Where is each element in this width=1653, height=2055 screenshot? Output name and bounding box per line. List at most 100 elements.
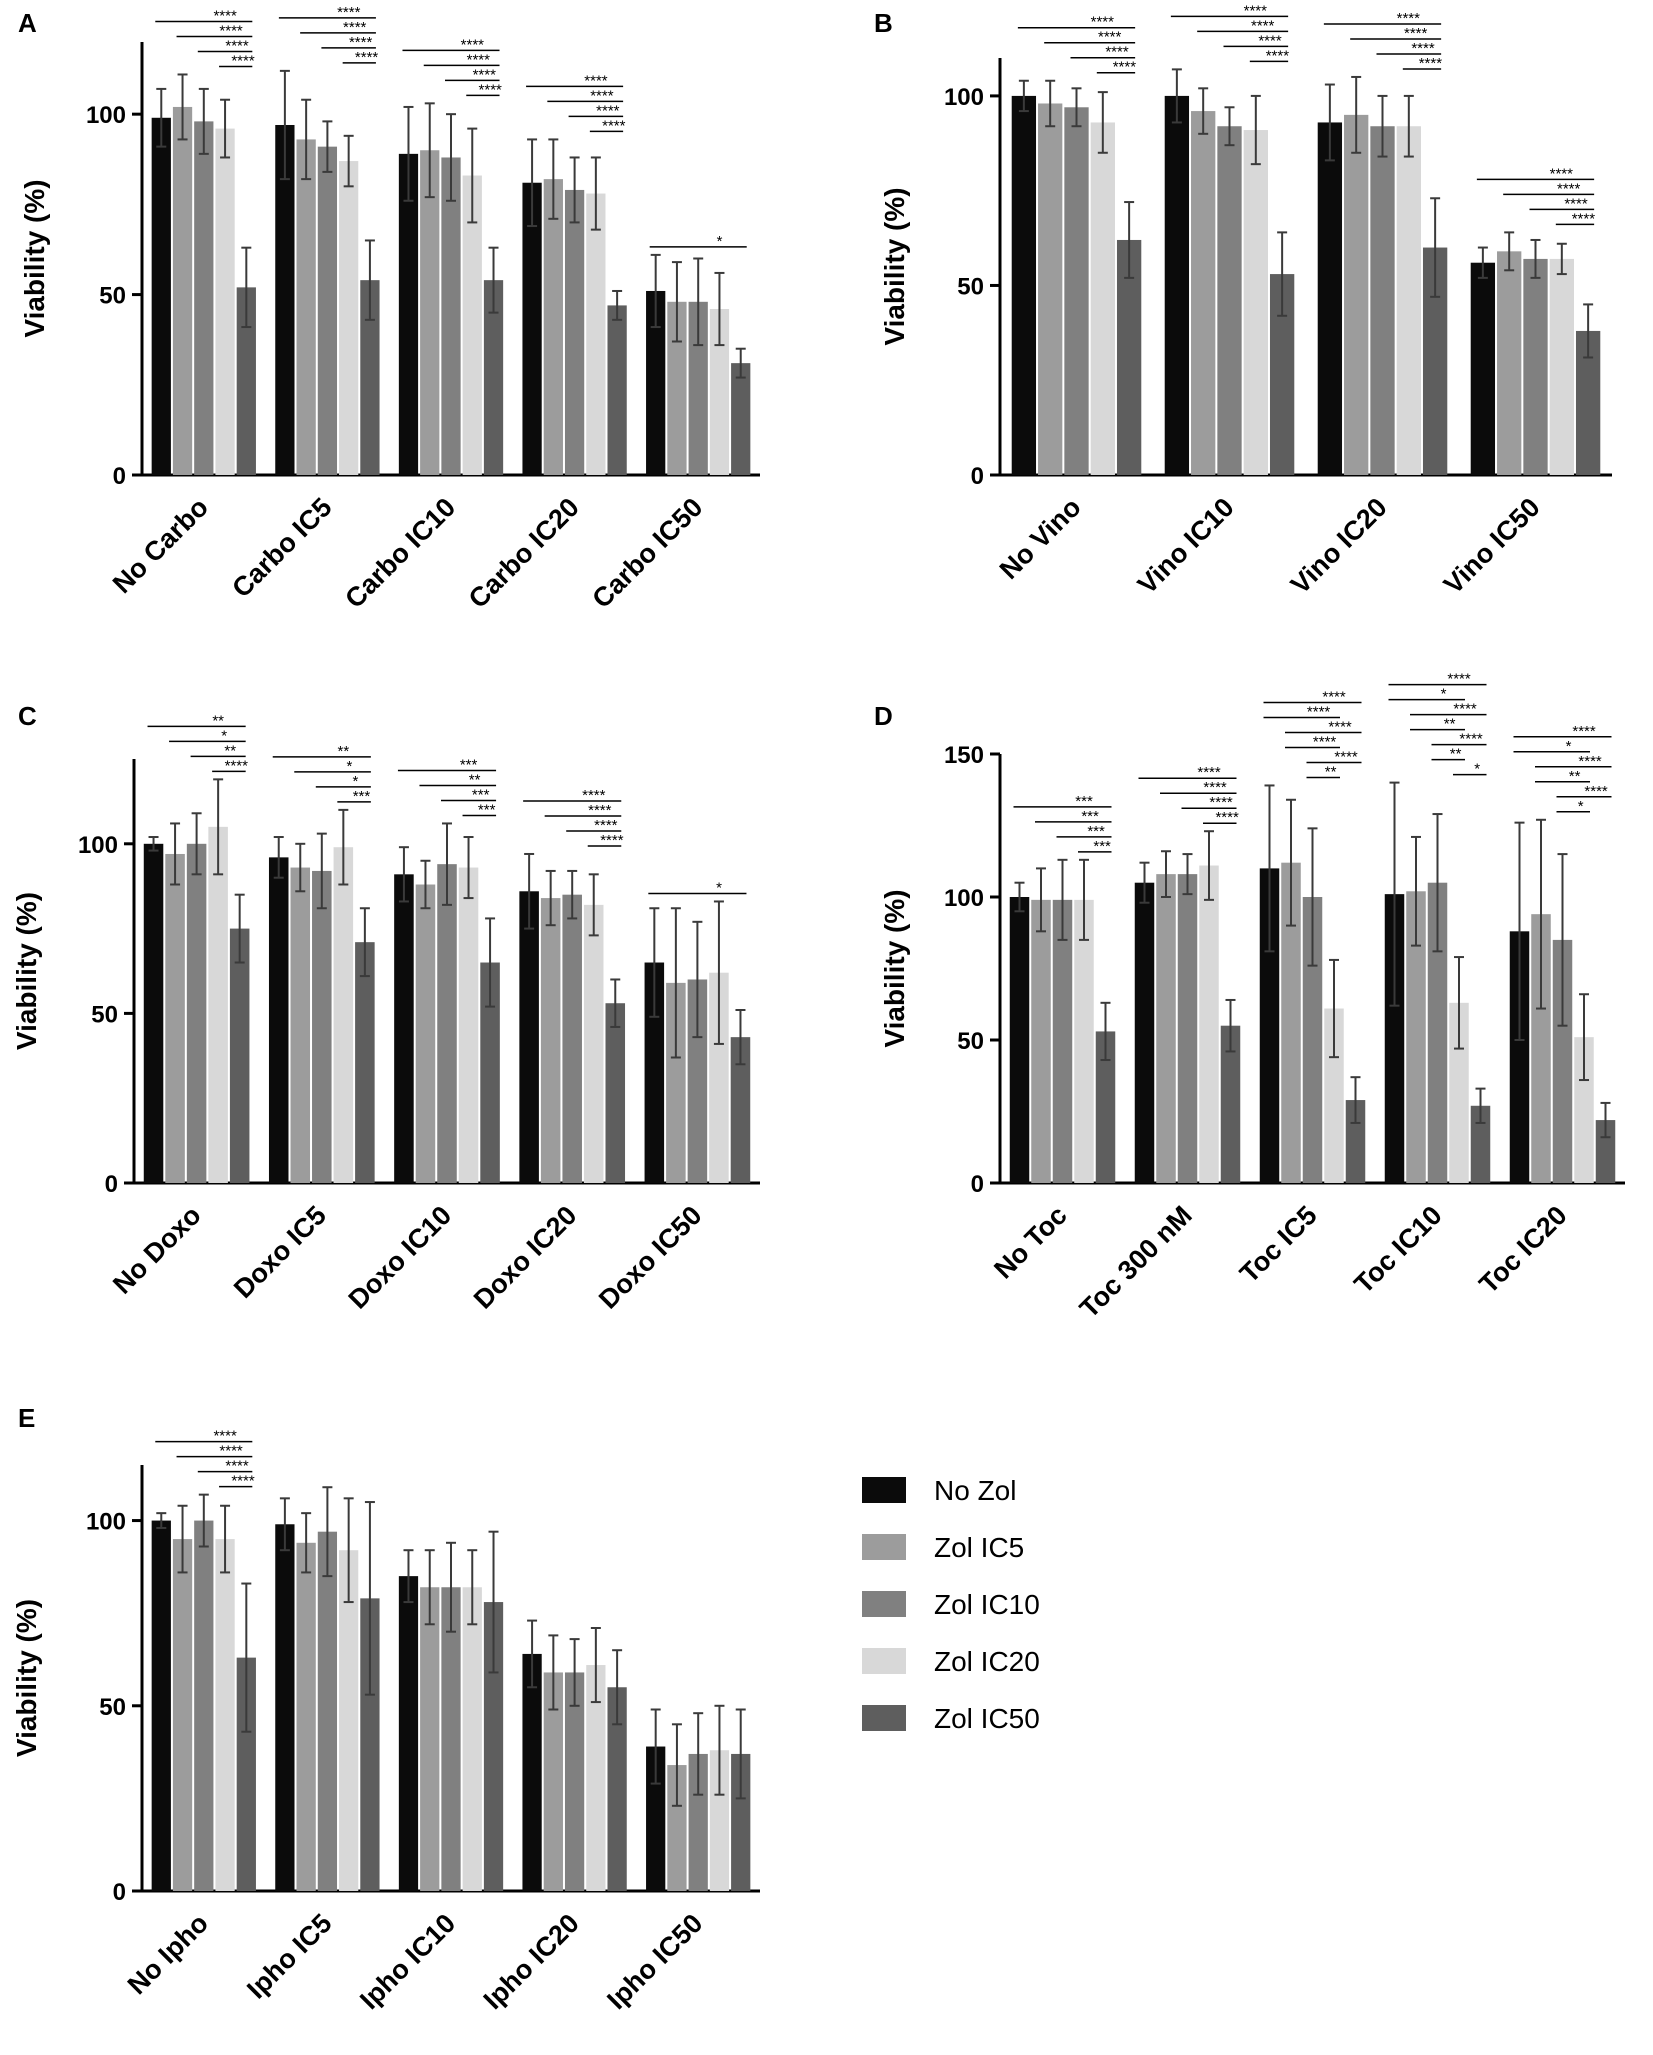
bar-no-zol [519,891,539,1183]
bar-zol-ic10 [564,1672,585,1891]
bar-zol-ic10 [1052,899,1073,1183]
y-tick-label: 50 [99,283,126,310]
bar-zol-ic20 [1243,130,1268,475]
bar-zol-ic50 [1116,239,1142,475]
significance-bracket: **** [342,49,379,66]
panel-letter: E [18,1403,35,1433]
bar-zol-ic50 [607,305,627,475]
x-category-label: No Carbo [107,492,214,599]
legend-label: Zol IC10 [934,1589,1040,1620]
legend-item-no-zol: No Zol [862,1475,1016,1506]
significance-label: **** [1411,40,1435,57]
significance-bracket: **** [1017,14,1136,31]
bar-zol-ic5 [290,867,311,1183]
significance-bracket: **** [544,802,622,819]
bar-zol-ic10 [1217,126,1242,476]
significance-bracket: **** [1263,688,1362,705]
significance-label: **** [1550,165,1574,182]
significance-bracket: **** [1350,25,1442,42]
legend-item-zol-ic5: Zol IC5 [862,1532,1024,1563]
significance-label: **** [1459,731,1483,748]
significance-label: **** [355,49,379,66]
significance-label: **** [225,757,249,774]
bar-zol-ic20 [1396,126,1421,476]
significance-bracket: **** [402,36,500,53]
bar-no-zol [1011,95,1037,475]
significance-label: **** [1098,29,1122,46]
bar-group-doxo-ic20 [519,852,626,1183]
significance-bracket: **** [1529,195,1595,212]
bar-no-zol [1384,894,1405,1183]
x-category-label: No Vino [994,492,1087,585]
bar-zol-ic20 [462,1587,482,1891]
bar-no-zol [1134,882,1155,1183]
x-category-label: Ipho IC50 [601,1908,708,2015]
significance-label: ** [1444,716,1456,733]
bar-zol-ic5 [415,884,436,1183]
bar-group-carbo-ic10 [398,102,504,475]
bar-no-zol [1009,897,1030,1183]
significance-bracket: * [1388,686,1465,703]
bar-zol-ic10 [441,157,461,475]
significance-bracket: **** [219,52,255,69]
significance-bracket: ** [272,743,371,760]
significance-bracket: **** [1263,703,1340,720]
x-category-label: Ipho IC20 [478,1908,585,2015]
significance-label: **** [1105,44,1129,61]
significance-label: * [221,727,227,744]
significance-label: **** [596,102,620,119]
significance-bracket: ** [147,712,246,729]
bar-zol-ic20 [586,1665,606,1891]
significance-label: **** [349,34,373,51]
bar-zol-ic5 [1031,899,1051,1183]
bar-zol-ic20 [1574,1037,1594,1183]
bar-zol-ic10 [1302,897,1323,1183]
significance-label: **** [219,1443,243,1460]
bar-no-zol [398,1576,419,1891]
panel-letter: D [874,701,893,731]
significance-label: ** [1569,768,1581,785]
significance-label: * [353,773,359,790]
significance-label: **** [231,52,255,69]
significance-bracket: *** [441,786,497,803]
bar-zol-ic5 [1191,111,1216,475]
bar-zol-ic10 [437,864,457,1183]
x-category-label: Doxo IC10 [343,1200,458,1315]
significance-bracket: **** [1203,809,1239,826]
legend-label: Zol IC20 [934,1646,1040,1677]
significance-bracket: **** [219,1473,255,1490]
bar-zol-ic5 [1038,103,1063,475]
significance-label: ** [469,771,481,788]
significance-label: *** [1075,793,1093,810]
significance-bracket: * [1453,761,1487,778]
bar-zol-ic50 [730,1037,751,1183]
significance-bracket: **** [1402,55,1442,72]
significance-bracket: **** [1513,723,1612,740]
legend-swatch [862,1648,906,1674]
bar-group-ipho-ic5 [275,1486,380,1891]
significance-label: **** [1215,809,1239,826]
bar-zol-ic5 [1497,251,1522,475]
x-category-label: No Doxo [107,1200,207,1300]
significance-bracket: ** [190,742,246,759]
bar-zol-ic10 [1427,882,1448,1183]
bar-zol-ic20 [583,904,604,1183]
legend-label: Zol IC50 [934,1703,1040,1734]
bar-zol-ic50 [731,1753,751,1891]
significance-label: **** [590,87,614,104]
x-category-label: Carbo IC10 [339,492,461,614]
significance-bracket: **** [197,37,253,54]
bar-zol-ic20 [1074,899,1094,1183]
legend-swatch [862,1705,906,1731]
bar-zol-ic20 [1324,1008,1344,1183]
bar-zol-ic50 [605,1003,626,1183]
significance-label: **** [1572,723,1596,740]
significance-label: **** [602,117,626,134]
bar-no-zol [1259,868,1280,1183]
significance-label: **** [213,1428,237,1445]
significance-label: **** [337,4,361,21]
significance-label: **** [1113,59,1137,76]
significance-bracket: * [315,773,371,790]
y-tick-label: 0 [105,1171,118,1198]
